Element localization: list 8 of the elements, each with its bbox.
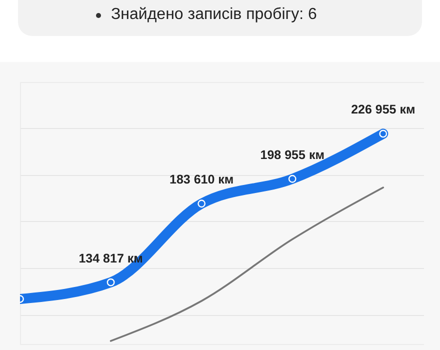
data-label: 226 955 км [351,102,416,117]
text: Знайдено записів пробігу: 6 [111,6,317,24]
point [379,130,388,138]
point [198,200,206,208]
data-label: 198 955 км [260,148,324,162]
point [106,278,115,286]
data-label: 183 610 км [169,172,234,187]
point [288,174,296,183]
